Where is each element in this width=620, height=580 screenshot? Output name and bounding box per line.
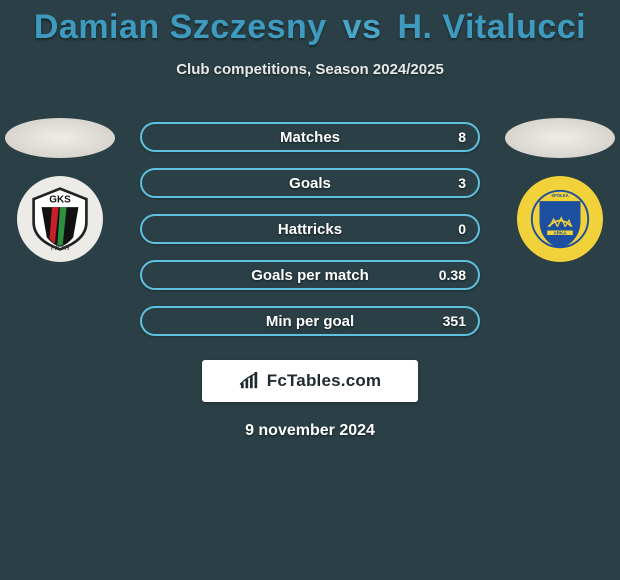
gks-crest-icon: GKS TYCHY [27, 186, 93, 252]
stat-label: Matches [142, 129, 478, 146]
stats-panel: Matches 8 Goals 3 Hattricks 0 Goals per … [140, 122, 480, 352]
player1-name: Damian Szczesny [34, 8, 327, 46]
stat-row-goals: Goals 3 [140, 168, 480, 198]
svg-text:TYCHY: TYCHY [50, 246, 70, 252]
brand-label: FcTables.com [267, 371, 382, 391]
arka-crest-icon: ARKA SPÓŁKA [528, 187, 592, 251]
stat-row-goals-per-match: Goals per match 0.38 [140, 260, 480, 290]
stat-right-value: 351 [443, 313, 466, 329]
player2-column: ARKA SPÓŁKA [500, 118, 620, 262]
player2-avatar-placeholder [505, 118, 615, 158]
stat-label: Hattricks [142, 221, 478, 238]
footer-block: FcTables.com 9 november 2024 [0, 352, 620, 440]
stat-row-min-per-goal: Min per goal 351 [140, 306, 480, 336]
stat-right-value: 3 [458, 175, 466, 191]
stat-label: Min per goal [142, 313, 478, 330]
stat-row-hattricks: Hattricks 0 [140, 214, 480, 244]
club-badge-arka: ARKA SPÓŁKA [517, 176, 603, 262]
chart-bars-icon [239, 372, 261, 390]
subtitle: Club competitions, Season 2024/2025 [0, 61, 620, 78]
stat-label: Goals per match [142, 267, 478, 284]
player2-name: H. Vitalucci [397, 8, 586, 46]
svg-text:GKS: GKS [49, 195, 71, 206]
stat-row-matches: Matches 8 [140, 122, 480, 152]
date-label: 9 november 2024 [0, 422, 620, 440]
vs-label: vs [343, 8, 382, 46]
stat-right-value: 8 [458, 129, 466, 145]
player1-column: GKS TYCHY [0, 118, 120, 262]
stat-label: Goals [142, 175, 478, 192]
player1-avatar-placeholder [5, 118, 115, 158]
page-title: Damian Szczesny vs H. Vitalucci [0, 0, 620, 47]
stat-right-value: 0.38 [439, 267, 466, 283]
svg-text:SPÓŁKA: SPÓŁKA [551, 193, 568, 198]
stat-right-value: 0 [458, 221, 466, 237]
club-badge-gks: GKS TYCHY [17, 176, 103, 262]
svg-text:ARKA: ARKA [554, 231, 568, 236]
brand-badge[interactable]: FcTables.com [202, 360, 418, 402]
